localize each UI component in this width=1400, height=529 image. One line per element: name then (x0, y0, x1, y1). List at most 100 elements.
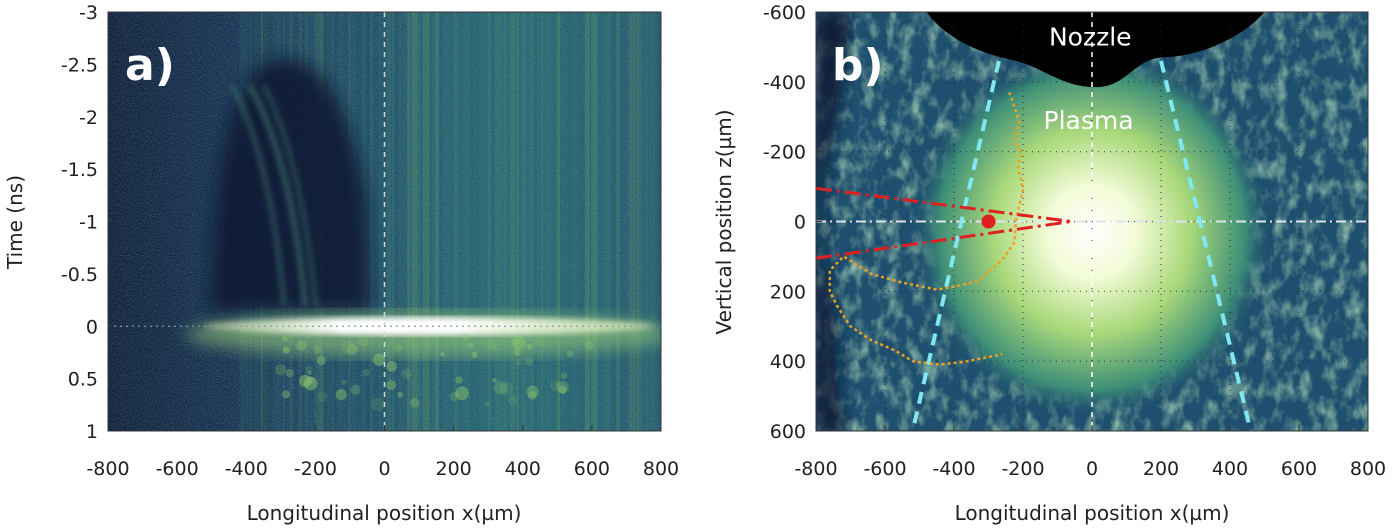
panel-a-streak (541, 12, 544, 431)
panel-a-streak (397, 12, 402, 431)
panel-a-emission-spot (317, 391, 328, 402)
panel-a-streak (640, 12, 644, 431)
panel-b-dark-edge-left (816, 12, 851, 431)
panel-a-emission-spot (409, 398, 420, 408)
panel-a-streak (621, 12, 625, 431)
panel-a-emission-spot (507, 395, 519, 406)
panel-a-y-tick-label: 0 (86, 316, 98, 338)
panel-a-streak (525, 12, 532, 431)
panel-a-streak (481, 12, 488, 431)
panel-a-emission-spot (299, 374, 312, 388)
panel-a-emission-spot (303, 376, 318, 391)
panel-a-shock-trace (230, 84, 287, 306)
panel-a-streak (531, 12, 535, 431)
panel-b-nozzle-shadow (926, 12, 1265, 88)
panel-a-x-tick-label: 400 (505, 458, 541, 480)
panel-b: Nozzle Plasma -800 -600 -400 -200 0 200 400 600… (712, 2, 1386, 525)
panel-a-emission-spot (455, 376, 463, 384)
panel-b-y-tick-label: 600 (770, 421, 806, 443)
panel-b-x-tick-label: -600 (863, 458, 906, 480)
panel-a-emission-spot (467, 342, 475, 349)
panel-a-streak (413, 12, 418, 431)
panel-a-emission-spot (440, 352, 445, 357)
panel-a-curved-streaks (230, 84, 318, 306)
panel-a-emission-spot (461, 333, 468, 341)
panel-a-streak (584, 12, 590, 431)
panel-a-streak (522, 12, 527, 431)
panel-a-streak (519, 12, 525, 431)
panel-a-emission-spot (372, 353, 386, 366)
panel-a-streak (503, 12, 510, 431)
panel-b-x-tick-label: 400 (1212, 458, 1248, 480)
panel-a-emission-spot (513, 348, 522, 356)
panel-a-emission-spot (533, 337, 542, 346)
panel-a-streak (559, 12, 565, 431)
panel-a-streak (457, 12, 461, 431)
panel-a-heatmap (108, 12, 661, 431)
panel-a-x-tick-label: -800 (86, 458, 129, 480)
panel-a-streak (422, 12, 429, 431)
panel-a-streak (593, 12, 599, 431)
panel-a-y-tick-label: -2 (79, 107, 98, 129)
panel-a-emission-spot (282, 346, 290, 354)
panel-a-streak (562, 12, 567, 431)
panel-a-streak (544, 12, 550, 431)
panel-a-emission-spot (566, 349, 574, 358)
panel-a-emission-spot (341, 340, 356, 355)
panel-a-streak (382, 12, 385, 431)
panel-a-emission-spot (281, 390, 291, 399)
panel-a-shock-trace (247, 84, 308, 306)
panel-a-streak (404, 12, 410, 431)
panel-a-streak (497, 12, 502, 431)
panel-a-streak (597, 12, 601, 431)
panel-a-emission-spot (527, 391, 537, 400)
panel-a-streak (625, 12, 628, 431)
panel-a-emission-spot (560, 372, 568, 379)
panel-b-heatmap: Nozzle Plasma (816, 12, 1368, 431)
panel-b-x-tick-label: 200 (1143, 458, 1179, 480)
panel-a-streak (435, 12, 440, 431)
panel-a-streak (429, 12, 434, 431)
panel-a-emission-spot (341, 379, 347, 385)
panel-a-emission-spot (316, 356, 326, 366)
panel-a-streak (491, 12, 494, 431)
panel-a-streak (528, 12, 532, 431)
panel-a-emission-spot (362, 368, 371, 377)
panel-a-streak (485, 12, 488, 431)
panel-a-y-tick-label: -0.5 (61, 264, 98, 286)
panel-b-y-tick-label: -200 (763, 142, 806, 164)
panel-a-emission-spot (471, 351, 478, 359)
panel-a-y-tick-label: 1 (86, 421, 98, 443)
panel-a-emission-spot (386, 361, 398, 372)
panel-b-x-axis-label: Longitudinal position x(µm) (955, 501, 1230, 525)
panel-a-streak (534, 12, 540, 431)
panel-a-streak (615, 12, 620, 431)
panel-a-streak (578, 12, 581, 431)
panel-a-streak (391, 12, 396, 431)
panel-a-streak (606, 12, 612, 431)
panel-b-orange-contour (828, 91, 1025, 366)
panel-a-streak (649, 12, 656, 431)
panel-a-emission-spot (484, 401, 490, 407)
panel-a-y-axis-label: Time (ns) (3, 175, 27, 270)
panel-a-streak (500, 12, 507, 431)
panel-a-y-ticks: -3 -2.5 -2 -1.5 -1 -0.5 0 0.5 1 (61, 2, 114, 443)
panel-a-streak (407, 12, 410, 431)
panel-a-emission-spot (296, 340, 307, 352)
panel-a-emission-spot (397, 391, 403, 398)
panel-a-emission-spot (584, 340, 594, 350)
panel-b-x-tick-label: 600 (1281, 458, 1317, 480)
panel-a-emission-spot (493, 380, 508, 395)
panel-a-y-tick-label: 0.5 (68, 369, 98, 391)
panel-a-emission-spot (285, 368, 295, 378)
panel-a-emission-spot (386, 380, 397, 390)
panel-b-x-tick-label: -800 (794, 458, 837, 480)
panel-a-streak (494, 12, 498, 431)
panel-a-streak (373, 12, 376, 431)
panel-a-x-tick-label: 200 (435, 458, 471, 480)
panel-a-streak (612, 12, 615, 431)
panel-a-streak (447, 12, 452, 431)
panel-a-streak (587, 12, 591, 431)
panel-b-y-tick-label: -600 (763, 2, 806, 24)
panel-b-plasma-annotation: Plasma (1044, 106, 1134, 135)
